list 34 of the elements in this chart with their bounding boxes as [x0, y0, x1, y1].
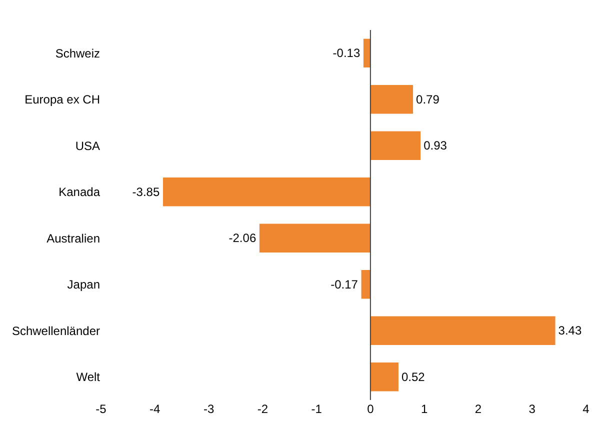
data-label: -2.06 [228, 231, 256, 246]
x-tick-label: 0 [367, 402, 374, 416]
data-label: 0.93 [424, 138, 448, 153]
x-tick-label: -4 [150, 402, 161, 416]
bar [370, 316, 556, 345]
bar [259, 224, 370, 252]
bar [363, 38, 370, 68]
bar [370, 85, 414, 114]
data-label: -3.85 [132, 184, 160, 199]
y-tick-label: Kanada [58, 185, 100, 200]
data-label: -0.13 [332, 46, 360, 60]
x-tick-label: 4 [582, 402, 590, 416]
x-tick-label: -3 [203, 402, 214, 416]
x-tick-label: 1 [420, 402, 428, 416]
data-label: 0.52 [401, 370, 426, 384]
data-label: -0.17 [330, 277, 358, 292]
x-tick-label: -1 [311, 402, 322, 416]
y-tick-label: Welt [76, 370, 101, 384]
y-tick-label: USA [75, 138, 100, 153]
y-tick-label: Europa ex CH [24, 92, 100, 107]
data-label: 0.79 [416, 92, 440, 106]
y-tick-label: Schwellenländer [12, 324, 100, 338]
bar [361, 270, 370, 299]
x-tick-label: 3 [528, 402, 536, 416]
x-tick-label: 2 [474, 402, 482, 416]
x-tick-label: -5 [96, 402, 107, 416]
data-label: 3.43 [558, 324, 582, 338]
bar [162, 178, 370, 206]
bar [370, 362, 398, 392]
x-tick-label: -2 [257, 402, 268, 416]
y-tick-label: Schweiz [55, 46, 100, 60]
y-tick-label: Australien [46, 231, 100, 246]
y-tick-label: Japan [67, 278, 100, 292]
bar [370, 131, 421, 160]
